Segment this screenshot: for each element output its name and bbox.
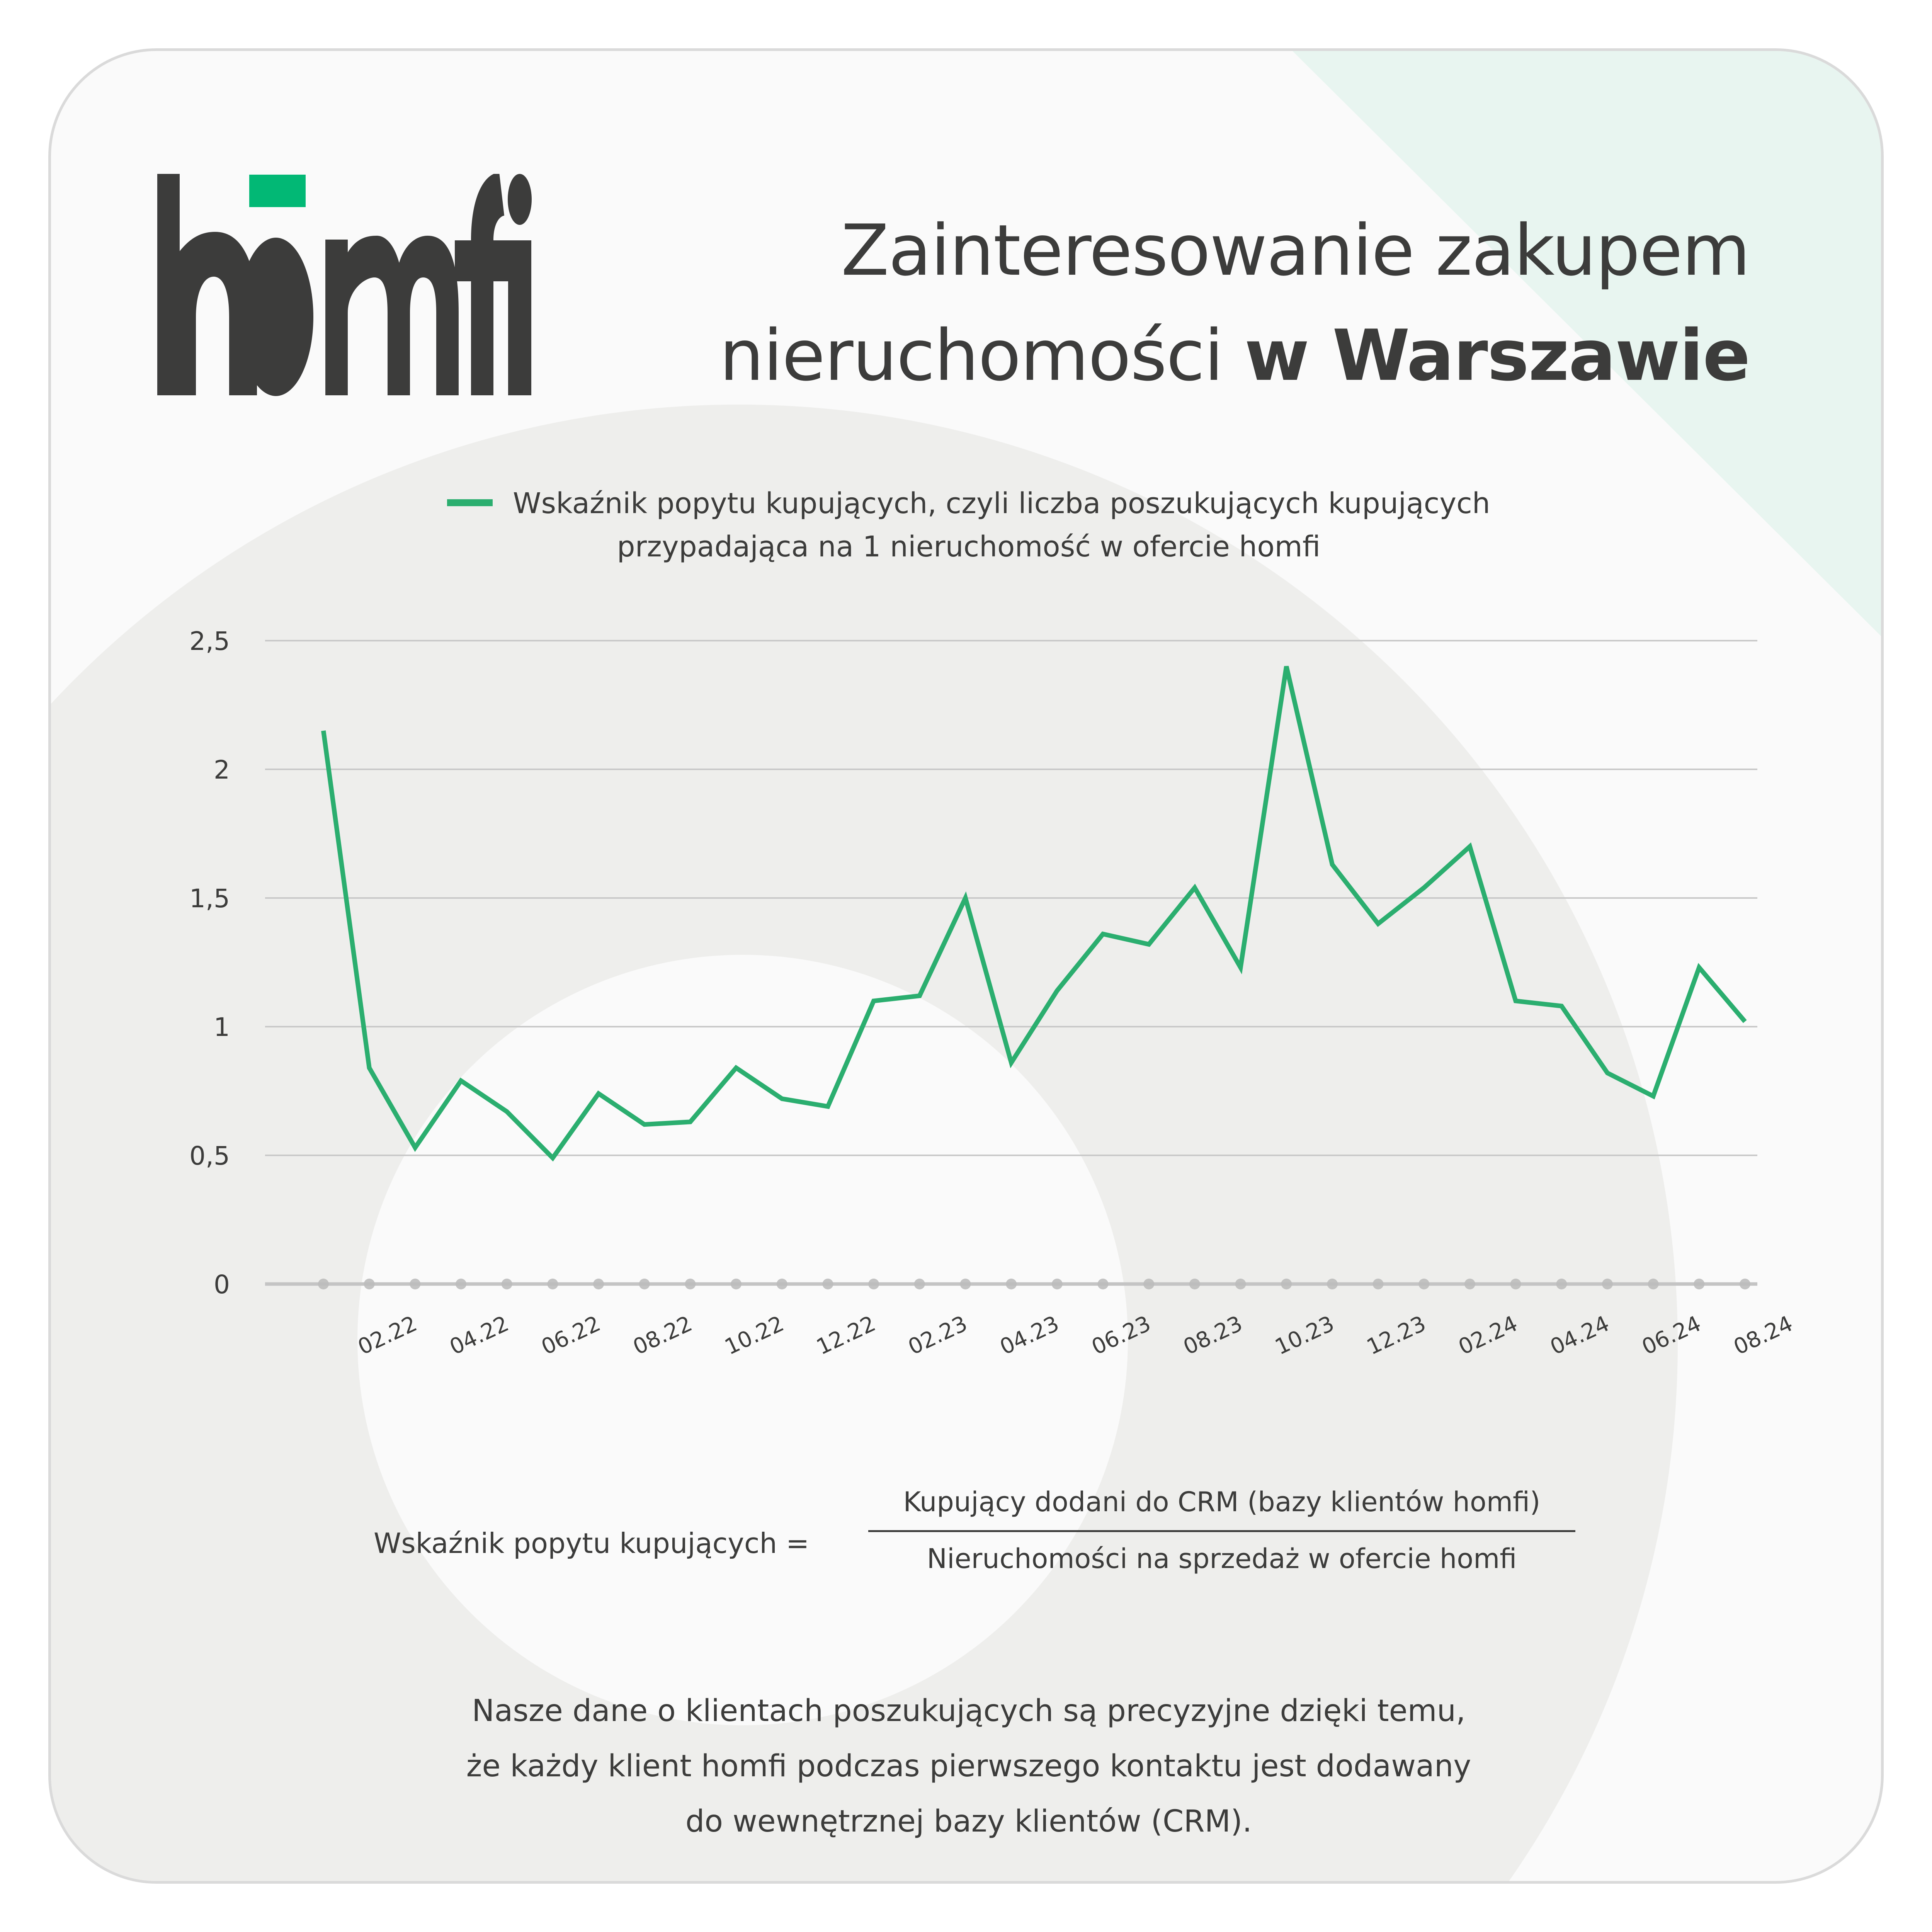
- x-tick-label: 10.22: [721, 1311, 788, 1360]
- x-axis-dot: [685, 1279, 696, 1289]
- x-axis-dot: [731, 1279, 742, 1289]
- homfi-logo: [157, 174, 532, 396]
- legend-label-line-1: Wskaźnik popytu kupujących, czyli liczba…: [513, 487, 1490, 520]
- x-axis-dot: [1418, 1279, 1430, 1289]
- formula-lhs: Wskaźnik popytu kupujących =: [374, 1527, 810, 1560]
- x-axis-dot: [1327, 1279, 1338, 1289]
- x-axis-dot: [1372, 1279, 1384, 1289]
- x-axis-dot: [1740, 1279, 1750, 1289]
- x-tick-label: 06.24: [1638, 1311, 1705, 1360]
- y-tick-label: 1: [214, 1012, 230, 1042]
- x-tick-label: 12.23: [1363, 1311, 1430, 1360]
- footnote-line-2: że każdy klient homfi podczas pierwszego…: [466, 1749, 1471, 1784]
- x-axis-dot: [1189, 1279, 1200, 1289]
- x-axis-dot: [1648, 1279, 1659, 1289]
- x-tick-label: 12.22: [813, 1311, 879, 1360]
- x-axis-dot: [318, 1279, 329, 1289]
- y-tick-label: 0: [214, 1270, 230, 1299]
- demand-index-line: [321, 666, 1747, 1162]
- x-tick-label: 04.24: [1546, 1311, 1613, 1360]
- x-axis-dot: [501, 1279, 512, 1289]
- x-axis-dot: [960, 1279, 971, 1289]
- y-tick-label: 1,5: [189, 884, 230, 913]
- x-axis-labels: 02.22 04.22 06.22 08.22 10.22 12.22 02.23 04.23…: [354, 1311, 1796, 1360]
- logo-accent-bar: [249, 175, 306, 207]
- x-tick-label: 02.23: [905, 1311, 971, 1360]
- x-tick-label: 02.24: [1455, 1311, 1522, 1360]
- x-axis-dot: [1510, 1279, 1521, 1289]
- small-background-circle: [357, 955, 1128, 1725]
- footnote-line-3: do wewnętrznej bazy klientów (CRM).: [685, 1804, 1252, 1839]
- x-axis-dot: [1694, 1279, 1705, 1289]
- title-line-1: Zainteresowanie zakupem: [841, 209, 1750, 291]
- x-axis-dot: [1006, 1279, 1017, 1289]
- x-axis-dot: [639, 1279, 650, 1289]
- page-title: Zainteresowanie zakupem nieruchomości w …: [719, 198, 1750, 408]
- formula-fraction: Kupujący dodani do CRM (bazy klientów ho…: [868, 1481, 1575, 1580]
- x-tick-label: 02.22: [354, 1311, 421, 1360]
- x-tick-label: 06.23: [1088, 1311, 1155, 1360]
- x-axis-dot: [1143, 1279, 1155, 1289]
- y-tick-label: 2: [214, 755, 230, 785]
- x-axis-dot: [593, 1279, 604, 1289]
- x-axis-dot: [547, 1279, 558, 1289]
- line-chart: 0 0,5 1 1,5 2 2,5 02.22 04.22 06.22 08.22 10.22 12…: [189, 626, 1797, 1360]
- x-axis-dot: [1235, 1279, 1246, 1289]
- title-line-2: nieruchomości w Warszawie: [719, 315, 1750, 396]
- x-axis-dot: [1281, 1279, 1292, 1289]
- x-axis-dot: [410, 1279, 421, 1289]
- chart-gridlines: [265, 640, 1757, 1286]
- x-axis-dot: [776, 1279, 787, 1289]
- x-axis-dot: [822, 1279, 833, 1289]
- fraction-bar: [868, 1530, 1575, 1532]
- x-axis-dots: [318, 1279, 1750, 1289]
- formula-numerator: Kupujący dodani do CRM (bazy klientów ho…: [903, 1486, 1541, 1518]
- x-tick-label: 08.22: [629, 1311, 696, 1360]
- infographic-card: Zainteresowanie zakupem nieruchomości w …: [48, 48, 1884, 1884]
- x-axis-dot: [914, 1279, 925, 1289]
- x-axis-dot: [1602, 1279, 1613, 1289]
- x-tick-label: 04.22: [446, 1311, 513, 1360]
- x-axis-dot: [1051, 1279, 1063, 1289]
- y-axis-labels: 0 0,5 1 1,5 2 2,5: [189, 626, 230, 1299]
- footnote: Nasze dane o klientach poszukujących są …: [51, 1684, 1881, 1849]
- legend-label-line-2: przypadająca na 1 nieruchomość w ofercie…: [617, 530, 1321, 563]
- y-tick-label: 0,5: [189, 1141, 230, 1171]
- formula: Wskaźnik popytu kupujących = Kupujący do…: [51, 1481, 1881, 1608]
- footnote-line-1: Nasze dane o klientach poszukujących są …: [472, 1694, 1466, 1728]
- formula-denominator: Nieruchomości na sprzedaż w ofercie homf…: [927, 1543, 1517, 1575]
- accent-triangle: [1293, 51, 1881, 636]
- chart-legend: Wskaźnik popytu kupujących, czyli liczba…: [51, 482, 1881, 568]
- x-axis-dot: [868, 1279, 879, 1289]
- title-city: w Warszawie: [1244, 315, 1750, 396]
- x-tick-label: 08.23: [1180, 1311, 1247, 1360]
- x-tick-label: 04.23: [996, 1311, 1063, 1360]
- x-axis-dot: [1556, 1279, 1567, 1289]
- logo-i: [508, 174, 532, 395]
- x-tick-label: 10.23: [1271, 1311, 1338, 1360]
- legend-line-swatch: [447, 499, 493, 507]
- y-tick-label: 2,5: [189, 626, 230, 656]
- x-axis-dot: [364, 1279, 375, 1289]
- x-axis-dot: [1464, 1279, 1475, 1289]
- x-tick-label: 06.22: [537, 1311, 604, 1360]
- x-axis-dot: [456, 1279, 467, 1289]
- x-tick-label: 08.24: [1730, 1311, 1797, 1360]
- x-axis-dot: [1097, 1279, 1109, 1289]
